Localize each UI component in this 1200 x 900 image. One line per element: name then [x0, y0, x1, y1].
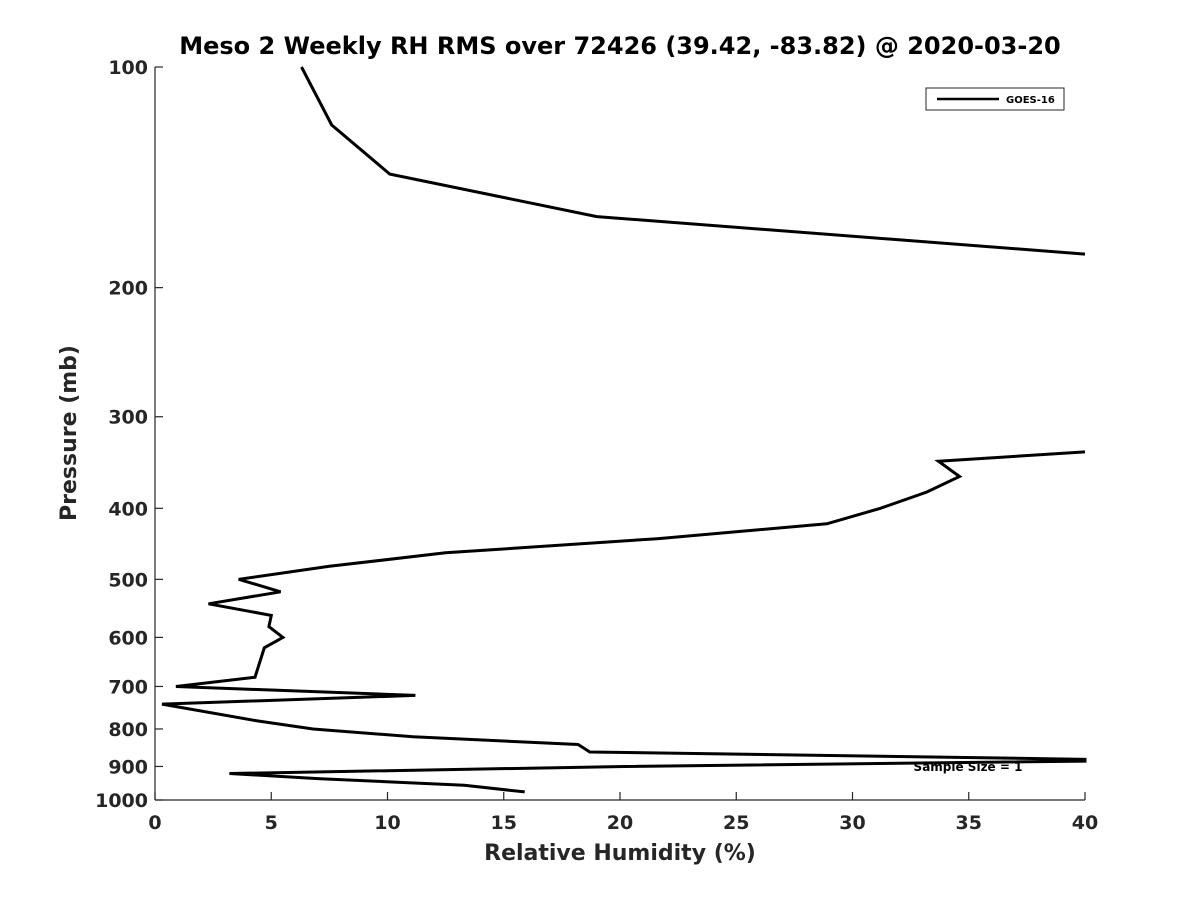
- y-tick-label-1000: 1000: [95, 790, 148, 812]
- y-tick-label-900: 900: [108, 756, 148, 778]
- y-tick-label-200: 200: [108, 278, 148, 300]
- series-0-line-segment-0: [300, 66, 1086, 256]
- y-tick-label-600: 600: [108, 627, 148, 649]
- x-tick-label-10: 10: [374, 812, 400, 834]
- x-tick-label-40: 40: [1072, 812, 1098, 834]
- x-tick-label-20: 20: [607, 812, 633, 834]
- y-axis-label: Pressure (mb): [57, 345, 82, 521]
- x-tick-label-35: 35: [956, 812, 982, 834]
- series-0-line-segment-1: [161, 450, 1087, 794]
- y-ticks: 100 200 300 400 500 600 700 800 900 1000: [95, 57, 163, 812]
- y-tick-label-100: 100: [108, 57, 148, 79]
- series-group: [161, 66, 1087, 794]
- y-tick-label-800: 800: [108, 719, 148, 741]
- x-ticks: 0 5 10 15 20 25 30 35 40: [148, 792, 1098, 834]
- x-tick-label-25: 25: [723, 812, 749, 834]
- chart-title: Meso 2 Weekly RH RMS over 72426 (39.42, …: [179, 32, 1061, 60]
- y-tick-label-300: 300: [108, 407, 148, 429]
- x-tick-label-15: 15: [491, 812, 517, 834]
- x-tick-label-5: 5: [265, 812, 278, 834]
- legend: GOES-16: [925, 87, 1065, 111]
- x-tick-label-30: 30: [839, 812, 865, 834]
- sample-size-annotation: Sample Size = 1: [914, 760, 1023, 774]
- x-axis-label: Relative Humidity (%): [484, 841, 756, 866]
- x-tick-label-0: 0: [148, 812, 161, 834]
- legend-entry-goes-16: GOES-16: [1006, 95, 1055, 106]
- y-tick-label-500: 500: [108, 569, 148, 591]
- y-tick-label-700: 700: [108, 676, 148, 698]
- y-tick-label-400: 400: [108, 498, 148, 520]
